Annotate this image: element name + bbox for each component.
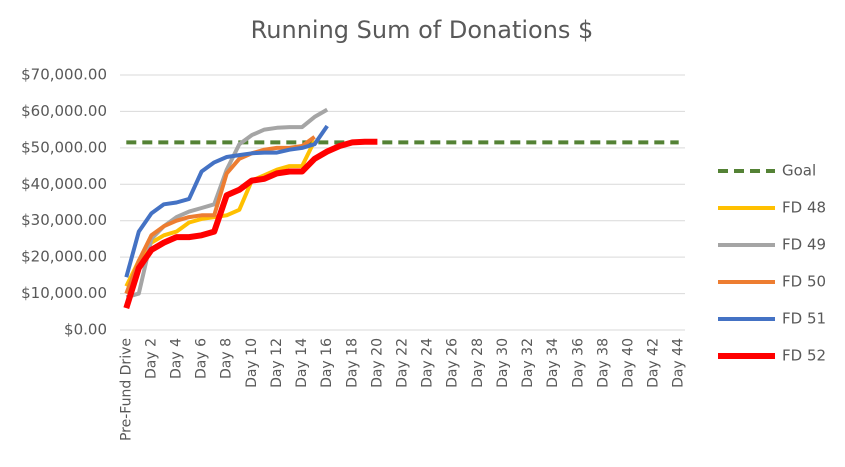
x-tick-label: Day 42 <box>646 338 662 388</box>
x-tick-label: Day 14 <box>294 338 310 388</box>
chart-title: Running Sum of Donations $ <box>251 16 594 44</box>
y-tick-label: $30,000.00 <box>21 211 107 229</box>
x-tick-label: Day 40 <box>621 338 637 388</box>
legend-label: FD 50 <box>782 273 826 291</box>
x-tick-label: Day 18 <box>344 338 360 388</box>
legend-label: FD 48 <box>782 199 826 217</box>
x-tick-label: Pre-Fund Drive <box>118 338 134 441</box>
x-tick-label: Day 32 <box>520 338 536 388</box>
x-tick-label: Day 12 <box>269 338 285 388</box>
x-tick-label: Day 36 <box>570 338 586 388</box>
x-tick-label: Day 16 <box>319 338 335 388</box>
x-tick-label: Day 4 <box>169 338 185 379</box>
x-tick-label: Day 30 <box>495 338 511 388</box>
legend-label: FD 49 <box>782 236 826 254</box>
x-tick-label: Day 22 <box>395 338 411 388</box>
x-tick-label: Day 24 <box>420 338 436 388</box>
y-tick-label: $50,000.00 <box>21 138 107 156</box>
series-line <box>123 138 378 309</box>
x-tick-label: Day 26 <box>445 338 461 388</box>
x-tick-label: Day 6 <box>194 338 210 379</box>
x-tick-label: Day 20 <box>369 338 385 388</box>
legend-label: Goal <box>782 162 816 180</box>
x-tick-label: Day 34 <box>545 338 561 388</box>
y-tick-label: $70,000.00 <box>21 66 107 84</box>
y-tick-label: $0.00 <box>64 321 107 339</box>
x-tick-label: Day 44 <box>671 338 687 388</box>
x-tick-label: Day 38 <box>595 338 611 388</box>
series-line <box>124 124 329 278</box>
x-tick-label: Day 2 <box>143 338 159 379</box>
y-tick-label: $20,000.00 <box>21 248 107 266</box>
legend-label: FD 51 <box>782 310 826 328</box>
x-tick-label: Day 8 <box>219 338 235 379</box>
x-tick-label: Day 28 <box>470 338 486 388</box>
y-tick-label: $60,000.00 <box>21 102 107 120</box>
y-tick-label: $10,000.00 <box>21 284 107 302</box>
y-tick-label: $40,000.00 <box>21 175 107 193</box>
series-line <box>124 135 316 295</box>
legend-label: FD 52 <box>782 347 826 365</box>
x-tick-label: Day 10 <box>244 338 260 388</box>
